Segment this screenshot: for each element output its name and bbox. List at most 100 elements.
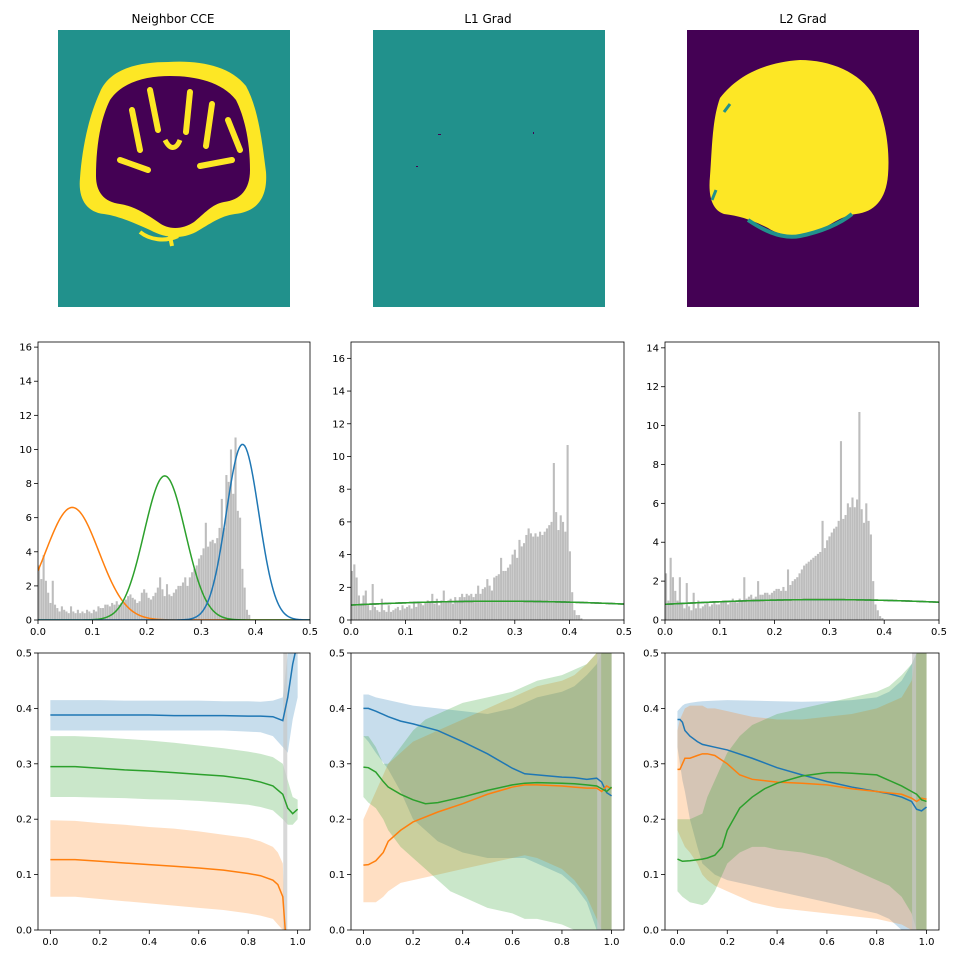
hist-bar — [486, 579, 489, 620]
x-tick-label: 0.5 — [931, 627, 947, 638]
hist-bar — [851, 497, 854, 620]
panel-title-l2-grad: L2 Grad — [779, 12, 826, 26]
hist-bar — [85, 609, 89, 620]
confidence-band — [50, 736, 298, 825]
hist-bar — [234, 437, 237, 620]
y-tick-label: 0 — [339, 616, 345, 627]
hist-bar — [355, 577, 358, 620]
confidence-band — [50, 820, 286, 930]
confidence-band — [363, 653, 612, 930]
hist-bar — [713, 602, 716, 620]
hist-bar — [401, 605, 404, 620]
hist-bar — [780, 590, 783, 620]
y-tick-label: 14 — [19, 377, 32, 388]
y-tick-label: 12 — [332, 419, 345, 430]
hist-bar — [72, 611, 75, 620]
hist-bar — [56, 608, 59, 620]
hist-bar — [823, 548, 826, 620]
y-tick-label: 10 — [19, 445, 32, 456]
hist-bar — [232, 493, 235, 620]
hist-bar — [796, 577, 799, 620]
hist-bar — [422, 605, 425, 620]
hist-bar — [754, 596, 757, 620]
x-tick-label: 0.2 — [139, 627, 155, 638]
hist-bar — [724, 602, 727, 620]
hist-bar — [775, 588, 778, 620]
x-tick-label: 0.1 — [398, 627, 414, 638]
hist-bar — [245, 609, 249, 620]
hist-bar — [539, 531, 542, 620]
hist-bar — [108, 606, 111, 620]
y-tick-label: 6 — [339, 517, 345, 528]
hist-bar — [481, 588, 484, 620]
x-tick-label: 0.0 — [355, 937, 371, 948]
hist-bar — [557, 530, 560, 620]
hist-bar — [509, 564, 512, 620]
x-tick-label: 0.3 — [507, 627, 523, 638]
y-tick-label: 0 — [653, 616, 659, 627]
hist-bar — [49, 602, 52, 620]
hist-bar — [383, 610, 386, 620]
x-tick-label: 0.8 — [554, 937, 570, 948]
hist-bar — [472, 597, 475, 620]
hist-bar — [419, 603, 422, 620]
hist-bar — [149, 599, 153, 620]
y-tick-label: 6 — [653, 499, 659, 510]
hist-bar — [367, 603, 370, 620]
hist-bar — [204, 522, 207, 620]
hist-bar — [145, 592, 148, 620]
hist-bar — [548, 525, 551, 620]
axes-frame — [664, 341, 940, 621]
y-tick-label: 10 — [332, 452, 345, 463]
hist-bar — [867, 520, 870, 620]
hist-bar — [743, 577, 746, 620]
y-tick-label: 8 — [26, 479, 32, 490]
hist-bar — [65, 611, 68, 620]
hist-bar — [371, 584, 374, 620]
confidence-band — [677, 653, 927, 930]
hist-bar — [449, 598, 452, 620]
hist-bar — [853, 507, 856, 620]
x-tick-label: 0.0 — [30, 627, 46, 638]
hist-bar — [357, 595, 360, 620]
x-tick-label: 0.8 — [240, 937, 256, 948]
hist-bar — [805, 563, 808, 620]
x-tick-label: 0.3 — [193, 627, 209, 638]
hist-bar — [525, 534, 528, 620]
hist-bar — [81, 611, 84, 620]
gaussian-curve — [351, 600, 624, 606]
hist-bar — [874, 604, 877, 620]
hist-bar — [406, 606, 409, 620]
hist-bar — [387, 605, 390, 620]
x-tick-label: 0.0 — [343, 627, 359, 638]
hist-bar — [665, 573, 668, 620]
hist-bar — [571, 592, 574, 620]
hist-bar — [490, 590, 493, 620]
hist-bar — [385, 611, 388, 620]
hist-bar — [786, 569, 790, 620]
hist-bar — [403, 608, 406, 620]
y-tick-label: 0.0 — [329, 926, 345, 937]
hist-bar — [44, 580, 47, 620]
hist-bar — [807, 561, 810, 620]
y-tick-label: 0.1 — [16, 870, 32, 881]
hist-bar — [488, 585, 491, 620]
hist-bar — [79, 613, 82, 620]
hist-bar — [865, 503, 868, 620]
hist-bar — [179, 585, 182, 620]
hist-bar — [60, 606, 63, 620]
hist-bar — [362, 595, 365, 620]
hist-bar — [717, 604, 721, 620]
hist-bar — [53, 604, 57, 620]
hist-bar — [773, 590, 776, 620]
hist-bar — [731, 598, 734, 620]
hist-bar — [566, 445, 569, 620]
hist-bar — [506, 567, 510, 620]
hist-bar — [378, 611, 381, 620]
hist-bar — [734, 600, 737, 620]
hist-bar — [502, 570, 505, 620]
hist-bar — [380, 598, 383, 620]
hist-bar — [881, 618, 884, 620]
hist-bar — [408, 605, 411, 620]
y-tick-label: 0.0 — [643, 926, 659, 937]
